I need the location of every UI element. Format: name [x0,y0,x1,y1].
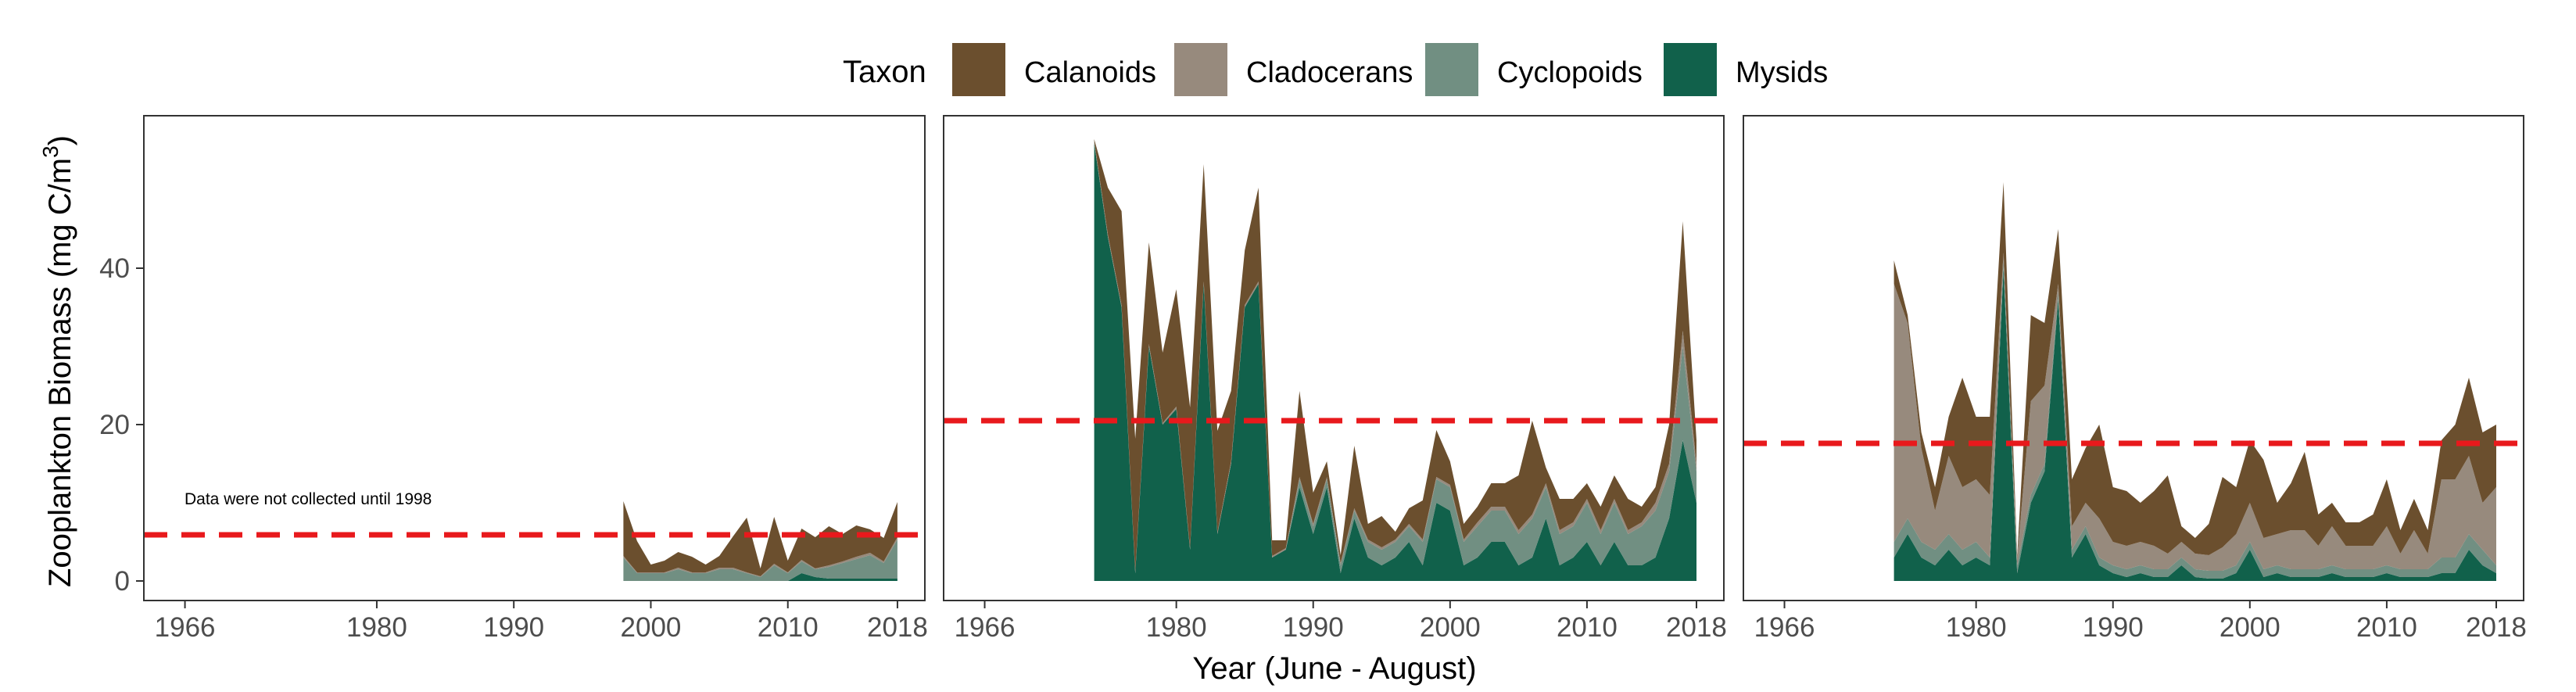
area-cladocerans [623,537,897,577]
legend-swatch [1425,43,1478,96]
area-cyclopoids [623,540,897,581]
legend-swatch [1174,43,1227,96]
y-tick-label: 20 [99,410,130,440]
x-tick-label: 1990 [1283,612,1344,643]
x-tick-label: 1966 [1754,612,1815,643]
area-cladocerans [1893,253,2496,571]
x-tick-label: 1980 [346,612,407,643]
panel-border [943,115,1725,601]
panel-2: 1966 1980 1990 2000 2010 2018 [943,115,1727,643]
panel-3: 1966 1980 1990 2000 2010 2018 [1743,115,2527,643]
panel-1: 1966 1980 1990 2000 2010 2018 0 20 40 [99,115,928,643]
y-tick-label: 0 [115,566,130,597]
panel-border [1743,115,2524,601]
legend-label: Cyclopoids [1497,56,1643,89]
x-tick-label: 1990 [2083,612,2144,643]
x-tick-label: 2010 [758,612,819,643]
x-tick-label: 2000 [1420,612,1481,643]
panel-border [143,115,926,601]
x-tick-label: 2018 [867,612,928,643]
legend-label: Calanoids [1024,56,1156,89]
x-tick-label: 1980 [1946,612,2007,643]
x-tick-label: 1966 [155,612,216,643]
x-tick-label: 2010 [2356,612,2417,643]
legend-title: Taxon [843,55,926,89]
y-axis-title-superscript: 3 [38,145,63,158]
legend-label: Cladocerans [1246,56,1413,89]
x-tick-label: 1990 [483,612,544,643]
y-tick-label: 40 [99,253,130,284]
no-data-annotation: Data were not collected until 1998 [185,490,432,508]
y-axis-title-close: ) [43,135,77,145]
x-tick-label: 2000 [621,612,682,643]
x-tick-label: 2000 [2220,612,2280,643]
y-axis-title: Zooplankton Biomass (mg C/m3) [38,135,77,587]
x-tick-label: 2018 [1666,612,1727,643]
x-tick-label: 2010 [1557,612,1618,643]
area-mysids [1094,143,1696,581]
x-tick-label: 2018 [2466,612,2527,643]
x-axis-title: Year (June - August) [1192,651,1476,686]
legend-swatch [952,43,1005,96]
area-cyclopoids [1094,143,1696,573]
x-tick-label: 1966 [955,612,1016,643]
legend-label: Mysids [1736,56,1828,89]
area-mysids [1893,268,2496,581]
x-tick-label: 1980 [1146,612,1207,643]
area-cyclopoids [1893,260,2496,579]
legend: Taxon Calanoids Cladocerans Cyclopoids Mysi… [843,43,1828,96]
area-calanoids [623,501,897,576]
area-mysids [623,573,897,581]
legend-swatch [1664,43,1717,96]
